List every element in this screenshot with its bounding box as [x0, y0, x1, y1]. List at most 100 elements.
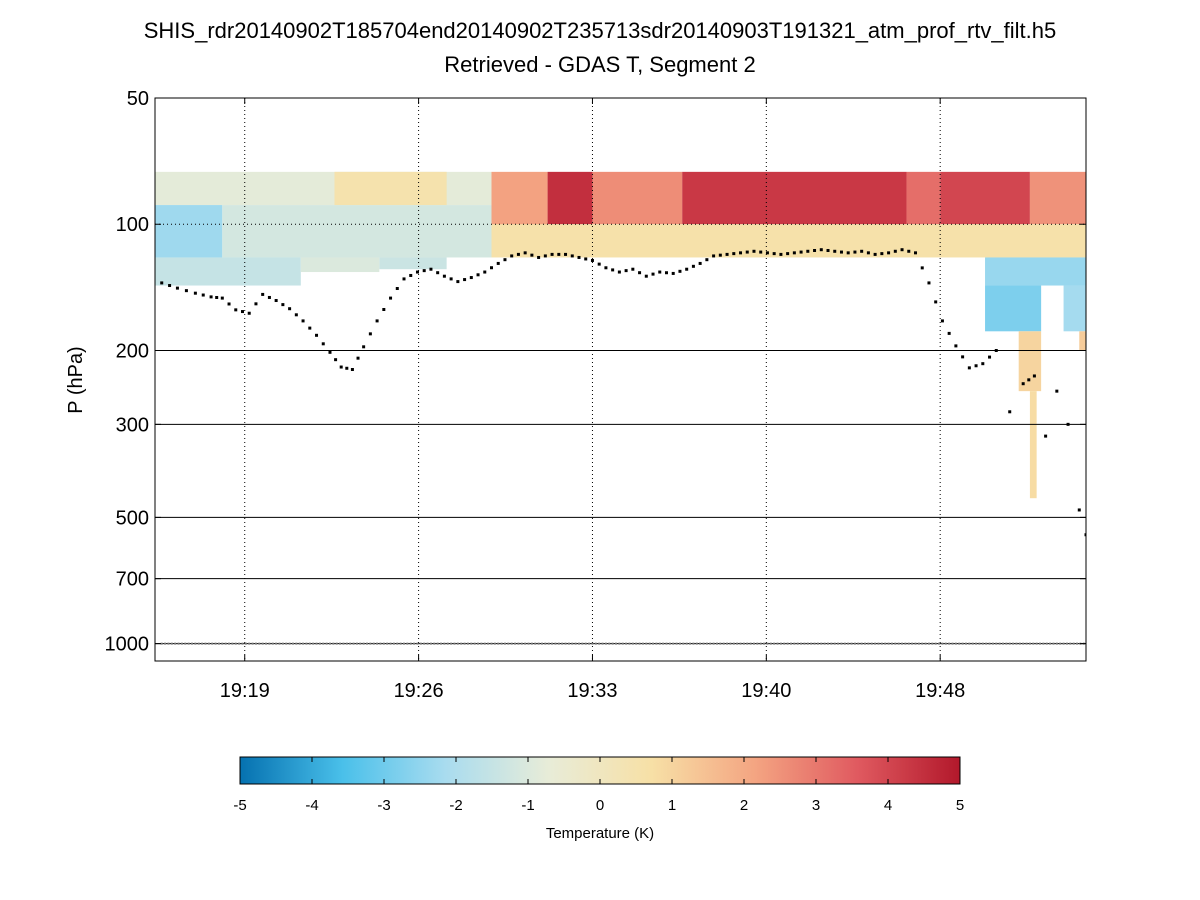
surface-point [608, 642, 611, 645]
surface-point [540, 642, 543, 645]
surface-point [904, 642, 907, 645]
surface-point [769, 642, 772, 645]
tropopause-point [274, 299, 278, 303]
heatmap-cell [379, 257, 447, 270]
tropopause-point [691, 264, 695, 268]
surface-point [635, 642, 638, 645]
tropopause-point [907, 249, 911, 253]
tropopause-point [490, 266, 494, 270]
tropopause-point [362, 345, 366, 349]
surface-point [315, 642, 318, 645]
surface-point [180, 642, 183, 645]
surface-point [170, 642, 173, 645]
tropopause-point [436, 271, 440, 275]
surface-point [806, 642, 809, 645]
surface-point [786, 642, 789, 645]
colorbar-tick-label: -1 [521, 797, 534, 814]
surface-point [419, 642, 422, 645]
tropopause-point [456, 280, 460, 284]
colorbar-tick-label: 3 [812, 797, 820, 814]
surface-point [248, 642, 251, 645]
tropopause-point [638, 271, 642, 275]
surface-point [1045, 642, 1048, 645]
surface-point [352, 642, 355, 645]
tropopause-point [617, 270, 621, 274]
tropopause-point [967, 366, 971, 370]
tropopause-point [281, 303, 285, 307]
tropopause-point [496, 261, 500, 265]
tropopause-point [604, 266, 608, 270]
tropopause-point [577, 255, 581, 259]
surface-point [833, 642, 836, 645]
surface-point [796, 642, 799, 645]
tropopause-point [557, 252, 561, 256]
surface-point [564, 642, 567, 645]
surface-point [705, 642, 708, 645]
surface-point [951, 642, 954, 645]
surface-point [894, 642, 897, 645]
tropopause-point [893, 249, 897, 253]
surface-point [685, 642, 688, 645]
surface-point [998, 642, 1001, 645]
tropopause-point [261, 292, 265, 296]
tropopause-point [469, 276, 473, 280]
surface-point [278, 642, 281, 645]
surface-point [244, 642, 247, 645]
tropopause-point [537, 255, 541, 259]
colorbar-tick-label: -3 [377, 797, 390, 814]
colorbar-tick-label: 5 [956, 797, 964, 814]
surface-point [1065, 642, 1068, 645]
tropopause-point [590, 258, 594, 262]
surface-point [577, 642, 580, 645]
surface-point [547, 642, 550, 645]
surface-point [968, 642, 971, 645]
tropopause-point [597, 262, 601, 266]
y-tick-label: 500 [116, 507, 149, 529]
surface-point [897, 642, 900, 645]
x-tick-label: 19:33 [567, 680, 617, 702]
surface-point [938, 642, 941, 645]
surface-point [1049, 642, 1052, 645]
tropopause-point [209, 295, 213, 299]
surface-point [645, 642, 648, 645]
surface-point [779, 642, 782, 645]
surface-point [985, 642, 988, 645]
surface-point [530, 642, 533, 645]
surface-point [285, 642, 288, 645]
surface-point [571, 642, 574, 645]
surface-point [1062, 642, 1065, 645]
surface-point [376, 642, 379, 645]
surface-point [722, 642, 725, 645]
surface-point [238, 642, 241, 645]
surface-point [1018, 642, 1021, 645]
surface-point [726, 642, 729, 645]
surface-point [850, 642, 853, 645]
surface-point [514, 642, 517, 645]
surface-point [328, 642, 331, 645]
tropopause-point [698, 261, 702, 265]
surface-point [1069, 642, 1072, 645]
surface-point [288, 642, 291, 645]
tropopause-point [739, 251, 743, 255]
surface-point [837, 642, 840, 645]
tropopause-point [792, 251, 796, 255]
surface-point [372, 642, 375, 645]
tropopause-point [712, 254, 716, 258]
surface-point [325, 642, 328, 645]
surface-point [160, 642, 163, 645]
heatmap-cell [334, 171, 447, 206]
surface-point [901, 642, 904, 645]
tropopause-point [345, 366, 349, 370]
surface-point [298, 642, 301, 645]
heatmap-cell [1029, 171, 1086, 225]
surface-point [864, 642, 867, 645]
heatmap-cell [682, 171, 907, 225]
tropopause-point [267, 295, 271, 299]
surface-point [534, 642, 537, 645]
tropopause-point [1084, 533, 1086, 537]
surface-point [450, 642, 453, 645]
surface-point [978, 642, 981, 645]
surface-point [345, 642, 348, 645]
tropopause-point [389, 296, 393, 300]
